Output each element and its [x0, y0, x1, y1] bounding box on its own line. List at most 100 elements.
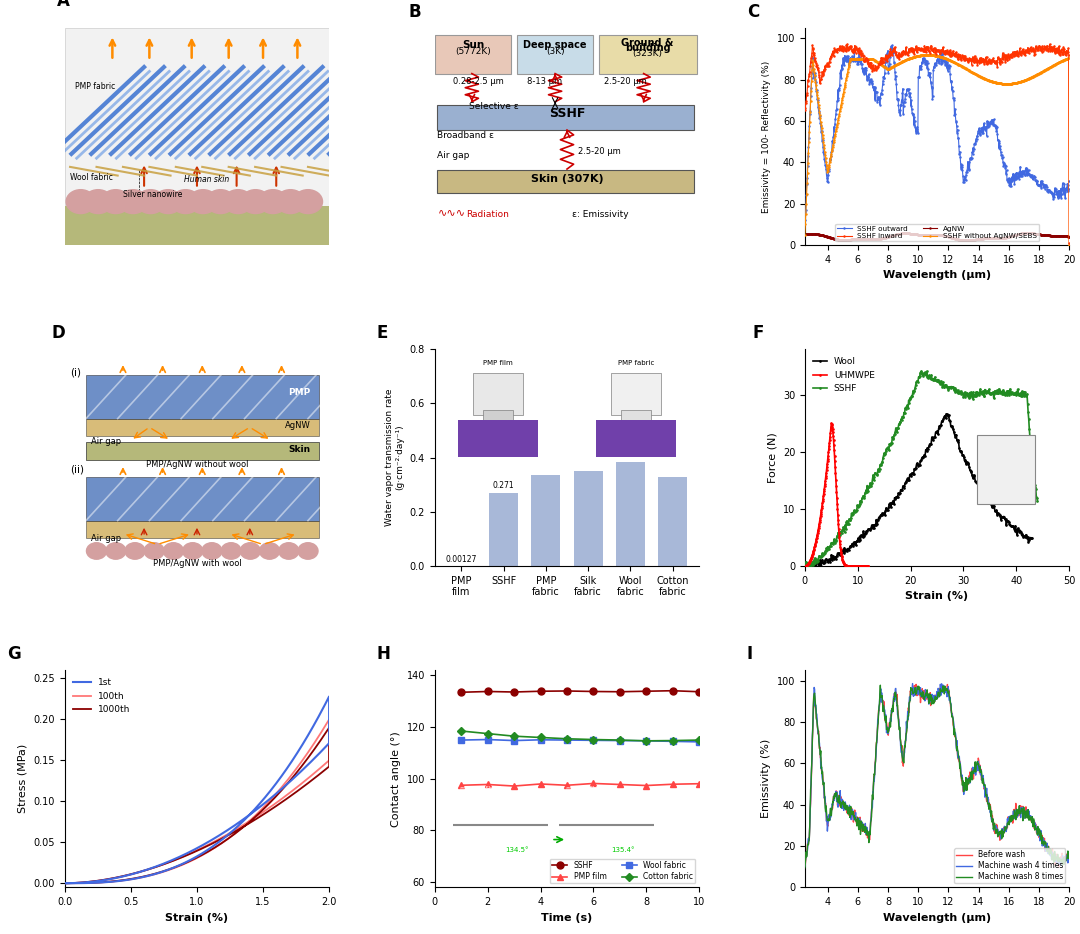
Text: A: A	[57, 0, 70, 10]
X-axis label: Wavelength (μm): Wavelength (μm)	[883, 913, 991, 923]
1st	[323, 691, 336, 702]
Wool	[1005, 520, 1018, 531]
Text: 8-13 μm: 8-13 μm	[527, 78, 563, 87]
AgNW	[866, 234, 879, 245]
SSHF	[1031, 496, 1044, 507]
SSHF	[561, 686, 573, 697]
Before wash	[998, 827, 1011, 838]
SSHF	[969, 390, 982, 402]
Text: (5772K): (5772K)	[456, 48, 491, 56]
FancyBboxPatch shape	[435, 35, 512, 74]
Circle shape	[276, 190, 305, 214]
Circle shape	[298, 543, 318, 559]
Text: PMP: PMP	[288, 388, 311, 397]
SSHF inward	[918, 45, 931, 56]
Text: PMP fabric: PMP fabric	[76, 82, 116, 91]
Line: Cotton fabric: Cotton fabric	[459, 729, 702, 743]
SSHF without AgNW/SEBS	[918, 50, 931, 61]
Before wash	[798, 859, 811, 870]
100th	[254, 809, 267, 820]
Line: Wool fabric: Wool fabric	[459, 737, 702, 744]
1st	[58, 878, 71, 889]
Circle shape	[202, 543, 221, 559]
Machine wash 4 times	[998, 821, 1011, 832]
X-axis label: Strain (%): Strain (%)	[905, 591, 969, 601]
Text: Silver nanowire: Silver nanowire	[123, 191, 183, 199]
SSHF inward	[798, 104, 811, 115]
100th	[58, 878, 71, 889]
Text: Radiation: Radiation	[467, 210, 510, 219]
AgNW	[1021, 227, 1034, 238]
SSHF	[613, 686, 626, 698]
X-axis label: Wavelength (μm): Wavelength (μm)	[883, 270, 991, 280]
1000th	[58, 878, 71, 889]
Wool	[940, 408, 953, 419]
Wool fabric	[455, 734, 468, 745]
1000th	[58, 878, 71, 889]
Cotton fabric	[613, 734, 626, 745]
Wool fabric	[561, 734, 573, 745]
Machine wash 8 times	[955, 770, 968, 781]
SSHF	[891, 422, 904, 433]
Line: 1000th: 1000th	[65, 728, 329, 884]
Before wash	[1063, 848, 1076, 859]
Cotton fabric	[586, 734, 599, 745]
100th	[268, 790, 281, 801]
SSHF outward	[798, 215, 811, 226]
Circle shape	[221, 543, 241, 559]
Machine wash 4 times	[955, 771, 968, 782]
SSHF without AgNW/SEBS	[866, 53, 879, 64]
SSHF	[692, 686, 705, 698]
AgNW	[954, 234, 967, 246]
Text: building: building	[625, 43, 671, 53]
Machine wash 8 times	[798, 862, 811, 873]
SSHF	[482, 686, 495, 697]
Circle shape	[224, 190, 253, 214]
Circle shape	[171, 190, 200, 214]
Machine wash 8 times	[918, 691, 931, 702]
Legend: Before wash, Machine wash 4 times, Machine wash 8 times: Before wash, Machine wash 4 times, Machi…	[954, 848, 1065, 884]
Wool	[934, 419, 947, 431]
Machine wash 4 times	[798, 860, 811, 871]
Bar	[437, 170, 693, 193]
Text: ε: Emissivity: ε: Emissivity	[572, 210, 629, 219]
SSHF	[666, 686, 679, 697]
Wool fabric	[613, 735, 626, 746]
Legend: 1st, 100th, 1000th: 1st, 100th, 1000th	[69, 675, 134, 718]
Circle shape	[136, 190, 165, 214]
Cotton fabric	[692, 734, 705, 745]
Text: Skin: Skin	[288, 445, 311, 454]
SSHF	[798, 559, 811, 571]
Cotton fabric	[561, 733, 573, 744]
SSHF inward	[840, 38, 853, 50]
Machine wash 4 times	[918, 695, 931, 706]
100th	[122, 874, 135, 885]
PMP film	[639, 780, 652, 791]
SSHF without AgNW/SEBS	[975, 72, 988, 83]
Circle shape	[144, 543, 164, 559]
SSHF outward	[998, 159, 1011, 170]
Bar	[65, 206, 329, 245]
Y-axis label: Stress (MPa): Stress (MPa)	[18, 744, 28, 814]
Line: PMP film: PMP film	[458, 780, 703, 789]
Wool	[799, 559, 812, 571]
1000th	[231, 827, 244, 838]
Bar	[489, 492, 518, 566]
SSHF without AgNW/SEBS	[1063, 239, 1076, 250]
Text: I: I	[746, 645, 753, 663]
SSHF inward	[955, 54, 968, 65]
Line: Wool: Wool	[804, 413, 1034, 569]
Line: UHMWPE: UHMWPE	[804, 422, 869, 567]
Text: PMP/AgNW without wool: PMP/AgNW without wool	[146, 460, 248, 470]
Y-axis label: Force (N): Force (N)	[767, 432, 778, 483]
Cotton fabric	[666, 735, 679, 746]
PMP film	[482, 779, 495, 790]
Bar	[616, 461, 645, 566]
Circle shape	[119, 190, 148, 214]
SSHF inward	[1063, 238, 1076, 249]
SSHF	[455, 686, 468, 698]
SSHF outward	[975, 127, 988, 138]
SSHF	[586, 686, 599, 697]
SSHF	[827, 537, 840, 548]
SSHF	[639, 686, 652, 697]
